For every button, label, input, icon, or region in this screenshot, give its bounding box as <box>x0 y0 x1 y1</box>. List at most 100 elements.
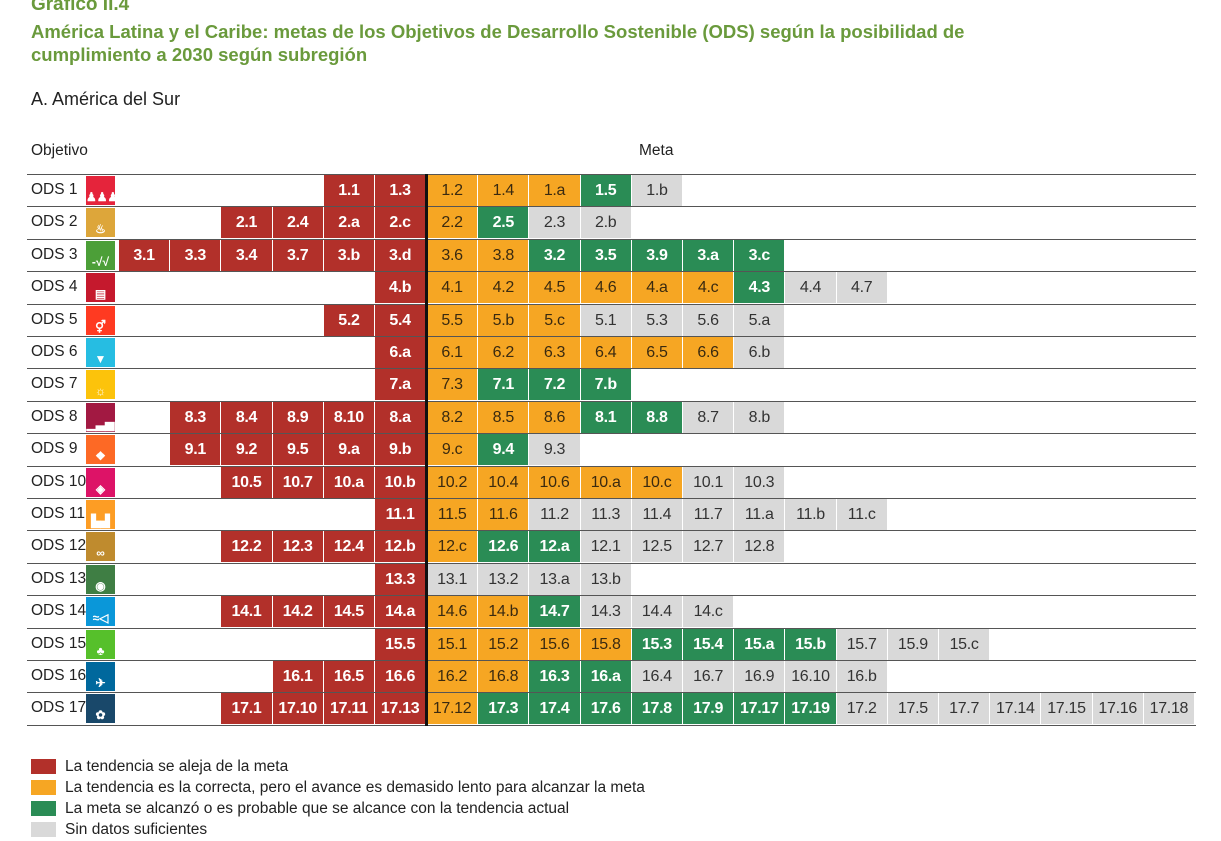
target-cell: 10.1 <box>683 466 734 498</box>
life-on-land-icon: ♣ <box>86 629 115 659</box>
icon-glyph: ✈ <box>95 676 106 690</box>
row-label: ODS 15 <box>31 634 87 652</box>
target-cell: 4.3 <box>734 272 785 304</box>
target-cell: 9.5 <box>272 434 323 466</box>
row-separator <box>27 465 1196 467</box>
row-separator <box>27 368 1196 370</box>
target-cell: 15.3 <box>631 628 682 660</box>
peace-justice-icon: ✈ <box>86 662 115 691</box>
row-separator <box>27 660 1196 661</box>
target-cell: 14.2 <box>272 596 323 628</box>
target-cell: 10.a <box>323 466 374 498</box>
icon-glyph: ▼ <box>94 352 107 366</box>
target-cell: 9.2 <box>221 434 272 466</box>
target-cell: 17.12 <box>427 693 478 725</box>
target-cell: 1.3 <box>375 175 426 206</box>
column-header-meta: Meta <box>639 142 674 159</box>
trend-divider <box>425 174 428 726</box>
target-cell: 16.7 <box>683 661 734 692</box>
row-label: ODS 9 <box>31 440 78 458</box>
target-cell: 4.1 <box>427 272 478 304</box>
target-cell: 16.10 <box>785 661 836 692</box>
row-label: ODS 2 <box>31 213 78 231</box>
target-cell: 2.5 <box>478 207 529 239</box>
target-cell: 4.a <box>631 272 682 304</box>
target-cell: 3.2 <box>529 239 580 271</box>
row-separator <box>27 400 1196 402</box>
target-cell: 17.16 <box>1092 693 1143 725</box>
grid-top-line <box>27 174 1196 175</box>
target-cell: 12.3 <box>272 531 323 563</box>
target-cell: 2.b <box>580 207 631 239</box>
target-cell: 3.b <box>323 239 374 271</box>
target-cell: 3.c <box>734 239 785 271</box>
target-cell: 16.6 <box>375 661 426 692</box>
icon-glyph: ♨ <box>95 222 106 237</box>
target-cell: 11.2 <box>529 499 580 530</box>
target-cell: 3.7 <box>272 239 323 271</box>
zero-hunger-icon: ♨ <box>86 208 115 238</box>
row-separator <box>27 530 1196 532</box>
target-cell: 11.a <box>734 499 785 530</box>
target-cell: 11.3 <box>580 499 631 530</box>
row-label: ODS 14 <box>31 602 87 620</box>
row-separator <box>27 238 1196 240</box>
target-cell: 14.c <box>683 596 734 628</box>
target-cell: 12.1 <box>580 531 631 563</box>
target-cell: 9.a <box>323 434 374 466</box>
target-cell: 17.1 <box>221 693 272 725</box>
target-cell: 6.1 <box>427 337 478 368</box>
target-cell: 12.8 <box>734 531 785 563</box>
target-cell: 15.b <box>785 628 836 660</box>
icon-glyph: ✿ <box>95 708 106 723</box>
target-cell: 15.5 <box>375 628 426 660</box>
row-separator <box>27 498 1196 499</box>
icon-glyph: ♟♟♟ <box>86 190 115 204</box>
target-cell: 12.b <box>375 531 426 563</box>
target-cell: 4.c <box>683 272 734 304</box>
icon-glyph: ∞ <box>96 546 105 561</box>
row-separator <box>27 336 1196 337</box>
icon-glyph: ▙▟ <box>91 514 110 528</box>
target-cell: 17.14 <box>990 693 1041 725</box>
no-poverty-icon: ♟♟♟ <box>86 176 115 205</box>
row-label: ODS 4 <box>31 278 78 296</box>
target-cell: 8.6 <box>529 401 580 433</box>
icon-glyph: ≈◁ <box>92 611 109 626</box>
target-cell: 4.6 <box>580 272 631 304</box>
target-cell: 7.3 <box>427 369 478 401</box>
target-cell: 11.5 <box>427 499 478 530</box>
gender-equality-icon: ⚥ <box>86 305 115 335</box>
target-cell: 16.4 <box>631 661 682 692</box>
target-cell: 11.1 <box>375 499 426 530</box>
target-cell: 7.2 <box>529 369 580 401</box>
target-cell: 17.3 <box>478 693 529 725</box>
target-cell: 5.3 <box>631 304 682 336</box>
target-cell: 17.2 <box>836 693 887 725</box>
target-cell: 2.1 <box>221 207 272 239</box>
target-cell: 3.6 <box>427 239 478 271</box>
target-cell: 8.8 <box>631 401 682 433</box>
target-cell: 6.a <box>375 337 426 368</box>
row-label: ODS 17 <box>31 699 87 717</box>
target-cell: 8.2 <box>427 401 478 433</box>
chart-subtitle: A. América del Sur <box>31 89 181 109</box>
row-separator <box>27 303 1196 305</box>
target-cell: 10.6 <box>529 466 580 498</box>
target-cell: 9.4 <box>478 434 529 466</box>
target-cell: 12.7 <box>683 531 734 563</box>
chart-title: América Latina y el Caribe: metas de los… <box>31 21 965 65</box>
target-cell: 10.5 <box>221 466 272 498</box>
target-cell: 2.4 <box>272 207 323 239</box>
target-cell: 8.a <box>375 401 426 433</box>
row-label: ODS 8 <box>31 407 78 425</box>
target-cell: 3.4 <box>221 239 272 271</box>
target-cell: 3.d <box>375 239 426 271</box>
target-cell: 4.2 <box>478 272 529 304</box>
target-cell: 13.1 <box>427 563 478 595</box>
target-cell: 17.5 <box>887 693 938 725</box>
quality-education-icon: ▤ <box>86 273 115 303</box>
target-cell: 3.5 <box>580 239 631 271</box>
target-cell: 16.9 <box>734 661 785 692</box>
target-cell: 16.3 <box>529 661 580 692</box>
